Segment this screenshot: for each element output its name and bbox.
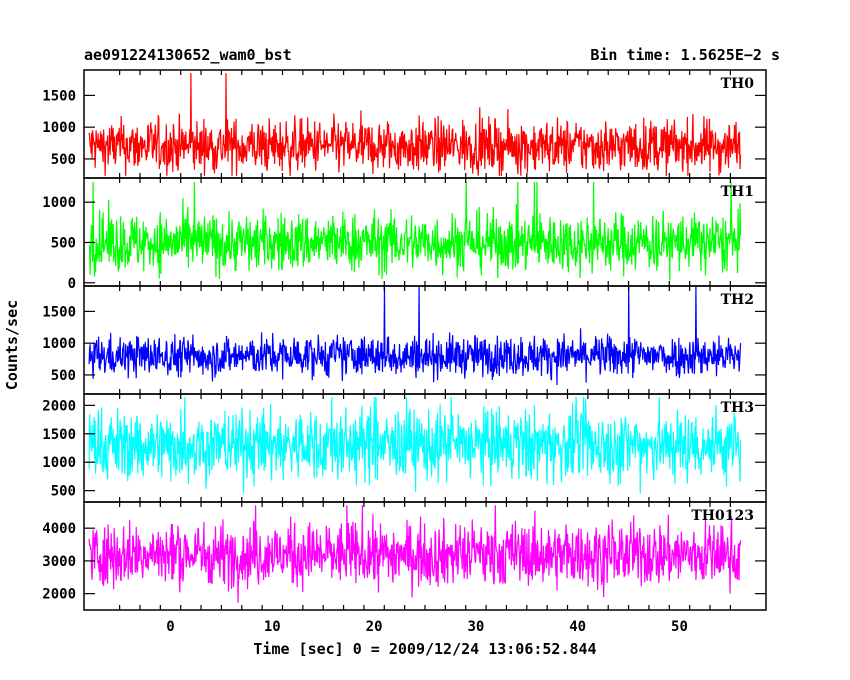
plot-title-left: ae091224130652_wam0_bst — [84, 46, 292, 64]
x-tick-label: 50 — [671, 619, 688, 635]
y-tick-label: 500 — [51, 484, 76, 500]
panel-th2: 500 1000 1500 TH2 — [42, 285, 767, 395]
x-tick-label: 0 — [166, 619, 174, 635]
y-tick-label: 0 — [68, 276, 76, 292]
y-tick-label: 2000 — [42, 398, 76, 414]
lightcurve-series-th2 — [88, 285, 742, 386]
y-tick-label: 500 — [51, 152, 76, 168]
y-tick-label: 2000 — [42, 587, 76, 603]
panel-th1: 0 500 1000 TH1 — [42, 177, 767, 292]
y-tick-label: 1000 — [42, 455, 76, 471]
lightcurve-series-th3 — [88, 396, 742, 494]
panel-label-th2: TH2 — [721, 292, 754, 308]
y-tick-label: 1000 — [42, 195, 76, 211]
lightcurve-series-th0 — [88, 73, 742, 176]
x-tick-label: 30 — [467, 619, 484, 635]
panel-th0: 500 1000 1500 TH0 — [42, 69, 767, 179]
y-tick-label: 500 — [51, 368, 76, 384]
lightcurve-series-th0123 — [88, 505, 742, 603]
panel-frame — [83, 285, 767, 395]
panel-frame — [83, 69, 767, 179]
panel-label-th0123: TH0123 — [691, 508, 754, 524]
panel-th0123: 2000 3000 4000 TH0123 — [42, 501, 767, 611]
lightcurve-series-th1 — [88, 182, 742, 281]
y-tick-label: 1000 — [42, 120, 76, 136]
panel-label-th3: TH3 — [721, 400, 754, 416]
panel-label-th0: TH0 — [721, 76, 755, 92]
y-tick-label: 1500 — [42, 88, 76, 104]
y-tick-label: 500 — [51, 235, 76, 251]
x-axis-label: Time [sec] 0 = 2009/12/24 13:06:52.844 — [253, 640, 596, 658]
panels-group: 50010001500TH005001000TH150010001500TH25… — [42, 69, 767, 635]
y-tick-label: 1500 — [42, 304, 76, 320]
plot-title-right: Bin time: 1.5625E−2 s — [590, 46, 780, 64]
x-tick-label: 10 — [264, 619, 281, 635]
y-tick-label: 1500 — [42, 427, 76, 443]
panel-th3: 500 1000 1500 2000 TH3 — [42, 393, 767, 503]
y-tick-label: 4000 — [42, 521, 76, 537]
y-tick-label: 1000 — [42, 336, 76, 352]
y-axis-label: Counts/sec — [3, 300, 21, 390]
x-tick-label: 20 — [366, 619, 383, 635]
x-tick-label: 40 — [569, 619, 586, 635]
y-tick-label: 3000 — [42, 554, 76, 570]
panel-label-th1: TH1 — [721, 184, 754, 200]
